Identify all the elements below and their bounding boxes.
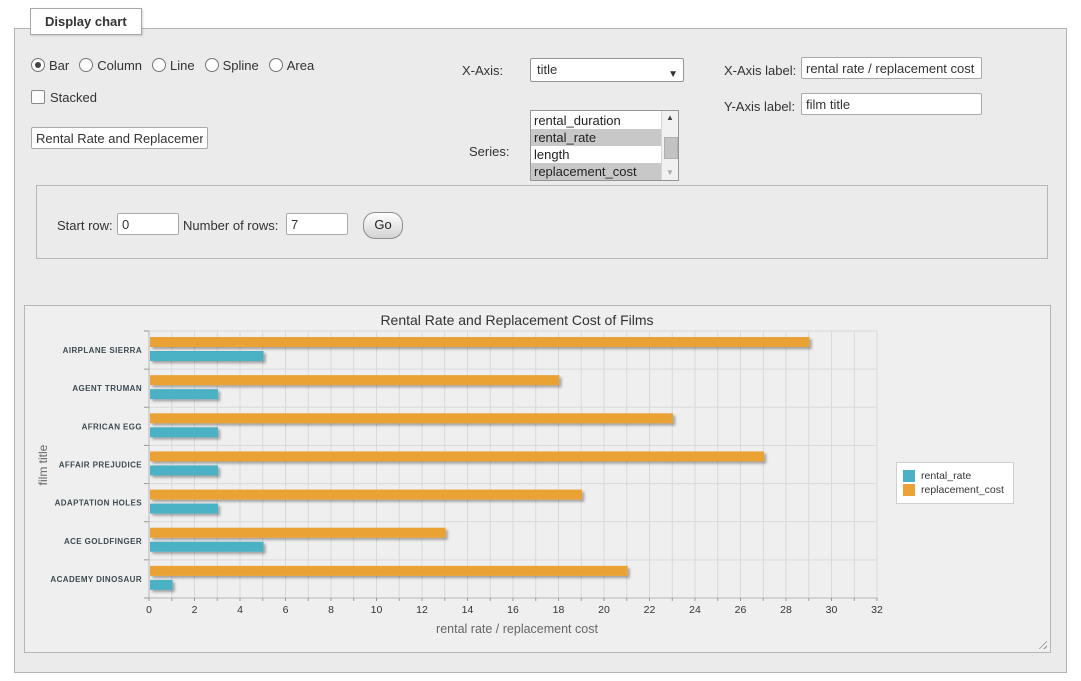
radio-icon[interactable] <box>31 58 45 72</box>
num-rows-input[interactable] <box>286 213 348 235</box>
x-axis-title: rental rate / replacement cost <box>153 622 881 636</box>
svg-text:20: 20 <box>598 604 610 616</box>
svg-text:10: 10 <box>371 604 383 616</box>
stacked-checkbox[interactable] <box>31 90 45 104</box>
radio-label: Line <box>170 58 195 73</box>
x-axis-label-label: X-Axis label: <box>724 63 796 78</box>
series-multiselect[interactable]: rental_durationrental_ratelengthreplacem… <box>530 110 679 181</box>
svg-text:AFFAIR PREJUDICE: AFFAIR PREJUDICE <box>59 461 143 470</box>
num-rows-label: Number of rows: <box>183 218 278 233</box>
chevron-down-icon: ▼ <box>668 64 678 86</box>
svg-text:AIRPLANE SIERRA: AIRPLANE SIERRA <box>63 346 142 355</box>
legend-label: rental_rate <box>921 470 971 482</box>
series-select-label: Series: <box>469 144 509 159</box>
radio-label: Area <box>287 58 314 73</box>
series-options: rental_durationrental_ratelengthreplacem… <box>531 112 661 180</box>
svg-text:AFRICAN EGG: AFRICAN EGG <box>82 422 142 431</box>
x-axis-select[interactable]: title ▼ <box>530 58 684 82</box>
svg-text:2: 2 <box>192 604 198 616</box>
radio-column[interactable]: Column <box>79 58 142 73</box>
legend-swatch <box>903 484 915 496</box>
series-option-replacement_cost[interactable]: replacement_cost <box>531 163 661 180</box>
y-axis-label-input[interactable] <box>801 93 982 115</box>
radio-line[interactable]: Line <box>152 58 195 73</box>
svg-text:6: 6 <box>283 604 289 616</box>
svg-text:30: 30 <box>826 604 838 616</box>
series-option-length[interactable]: length <box>531 146 661 163</box>
radio-icon[interactable] <box>79 58 93 72</box>
chart-container: Rental Rate and Replacement Cost of Film… <box>24 305 1051 653</box>
legend-swatch <box>903 470 915 482</box>
svg-text:8: 8 <box>328 604 334 616</box>
stacked-option[interactable]: Stacked <box>31 90 97 105</box>
legend-label: replacement_cost <box>921 484 1004 496</box>
svg-text:ACE GOLDFINGER: ACE GOLDFINGER <box>64 537 142 546</box>
radio-bar[interactable]: Bar <box>31 58 69 73</box>
svg-text:14: 14 <box>462 604 474 616</box>
radio-label: Column <box>97 58 142 73</box>
x-axis-select-value: title <box>537 62 557 77</box>
row-controls-panel: Start row: Number of rows: <box>36 185 1048 259</box>
svg-text:22: 22 <box>644 604 656 616</box>
legend-item-rental_rate[interactable]: rental_rate <box>903 470 1004 482</box>
series-option-rental_rate[interactable]: rental_rate <box>531 129 661 146</box>
series-option-rental_duration[interactable]: rental_duration <box>531 112 661 129</box>
radio-label: Spline <box>223 58 259 73</box>
svg-text:26: 26 <box>735 604 747 616</box>
page: Display chart Bar Column Line Spline Area St… <box>0 0 1081 681</box>
scrollbar-thumb[interactable] <box>664 137 678 159</box>
scroll-up-icon[interactable]: ▲ <box>662 111 678 125</box>
go-button[interactable]: Go <box>363 212 403 239</box>
svg-text:18: 18 <box>553 604 565 616</box>
svg-text:ADAPTATION HOLES: ADAPTATION HOLES <box>55 499 143 508</box>
x-axis-label-input[interactable] <box>801 57 982 79</box>
start-row-label: Start row: <box>57 218 113 233</box>
radio-label: Bar <box>49 58 69 73</box>
svg-text:32: 32 <box>871 604 883 616</box>
svg-text:4: 4 <box>237 604 243 616</box>
radio-icon[interactable] <box>205 58 219 72</box>
fieldset-legend: Display chart <box>30 8 142 35</box>
svg-text:28: 28 <box>780 604 792 616</box>
chart-type-radios: Bar Column Line Spline Area <box>31 58 324 73</box>
svg-text:0: 0 <box>146 604 152 616</box>
chart-axes <box>144 331 877 601</box>
x-axis-select-label: X-Axis: <box>462 63 503 78</box>
radio-area[interactable]: Area <box>269 58 314 73</box>
svg-text:AGENT TRUMAN: AGENT TRUMAN <box>72 384 142 393</box>
chart-legend: rental_rate replacement_cost <box>896 462 1014 504</box>
legend-item-replacement_cost[interactable]: replacement_cost <box>903 484 1004 496</box>
chart-grid <box>149 331 877 598</box>
stacked-label: Stacked <box>50 90 97 105</box>
radio-spline[interactable]: Spline <box>205 58 259 73</box>
svg-text:24: 24 <box>689 604 701 616</box>
radio-icon[interactable] <box>152 58 166 72</box>
start-row-input[interactable] <box>117 213 179 235</box>
svg-text:ACADEMY DINOSAUR: ACADEMY DINOSAUR <box>50 575 142 584</box>
series-scrollbar[interactable]: ▲ ▼ <box>661 111 678 180</box>
svg-text:12: 12 <box>416 604 428 616</box>
svg-text:16: 16 <box>507 604 519 616</box>
radio-icon[interactable] <box>269 58 283 72</box>
chart-bars <box>150 337 810 590</box>
y-axis-label-label: Y-Axis label: <box>724 99 795 114</box>
scroll-down-icon[interactable]: ▼ <box>662 166 678 180</box>
chart-title-input[interactable] <box>31 127 208 149</box>
